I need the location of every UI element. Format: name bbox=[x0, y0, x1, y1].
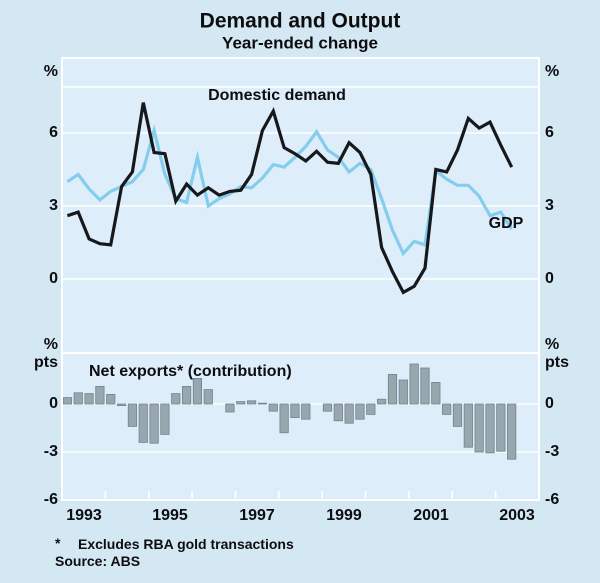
net-exports-bar bbox=[290, 403, 300, 419]
page-title: Demand and Output bbox=[199, 9, 401, 33]
net-exports-bar bbox=[355, 403, 365, 420]
net-exports-bar bbox=[181, 385, 192, 405]
net-exports-bar bbox=[301, 403, 311, 420]
net-exports-bar bbox=[366, 403, 376, 415]
bottom-ytick-right-0: 0 bbox=[545, 395, 554, 412]
x-axis-ticks bbox=[104, 491, 497, 499]
domestic-demand-line bbox=[66, 102, 514, 295]
xtick-1993: 1993 bbox=[66, 507, 102, 524]
bottom-unit-left-line1: % bbox=[43, 336, 58, 353]
net-exports-bar bbox=[171, 393, 181, 405]
net-exports-bar bbox=[333, 403, 343, 422]
bottom-ytick-left-0: 0 bbox=[49, 395, 58, 412]
net-exports-bar bbox=[463, 403, 473, 448]
bottom-ytick-right-m6: -6 bbox=[545, 491, 560, 508]
net-exports-bar bbox=[257, 402, 268, 405]
panel-label-net-exports: Net exports* (contribution) bbox=[89, 363, 292, 380]
gdp-line bbox=[66, 124, 514, 257]
bottom-ytick-left-m6: -6 bbox=[43, 491, 58, 508]
net-exports-bar bbox=[203, 389, 213, 405]
bottom-ytick-right-m3: -3 bbox=[545, 443, 560, 460]
net-exports-bar bbox=[485, 403, 495, 454]
xtick-1997: 1997 bbox=[239, 507, 275, 524]
xtick-1999: 1999 bbox=[326, 507, 362, 524]
series-label-domestic-demand: Domestic demand bbox=[208, 87, 346, 104]
top-ytick-left-6: 6 bbox=[49, 124, 58, 141]
net-exports-bar bbox=[322, 403, 333, 412]
net-exports-bar bbox=[442, 403, 452, 415]
net-exports-bar bbox=[225, 403, 235, 413]
net-exports-bar bbox=[409, 363, 419, 405]
top-unit-right: % bbox=[545, 63, 560, 80]
net-exports-bar bbox=[398, 379, 408, 405]
footnote-marker: * bbox=[55, 535, 61, 551]
top-ytick-right-0: 0 bbox=[545, 270, 554, 287]
net-exports-bars bbox=[62, 363, 517, 460]
net-exports-bar bbox=[377, 398, 387, 405]
net-exports-bar bbox=[474, 403, 484, 453]
xtick-2001: 2001 bbox=[413, 507, 449, 524]
net-exports-bar bbox=[84, 393, 94, 405]
net-exports-bar bbox=[387, 373, 398, 405]
bottom-unit-left-line2: pts bbox=[34, 354, 58, 371]
net-exports-bar bbox=[116, 403, 127, 407]
top-unit-left: % bbox=[43, 63, 58, 80]
net-exports-bar bbox=[149, 403, 159, 444]
net-exports-bar bbox=[192, 377, 203, 405]
top-ytick-right-6: 6 bbox=[545, 124, 554, 141]
net-exports-bar bbox=[344, 403, 354, 424]
net-exports-bar bbox=[420, 367, 430, 405]
series-label-gdp: GDP bbox=[488, 215, 524, 232]
source-note: Source: ABS bbox=[55, 553, 141, 569]
net-exports-bar bbox=[106, 393, 116, 405]
net-exports-bar bbox=[496, 403, 506, 452]
net-exports-bar bbox=[138, 403, 148, 443]
top-ytick-left-3: 3 bbox=[49, 197, 58, 214]
page-subtitle: Year-ended change bbox=[222, 33, 378, 53]
bottom-unit-right-line2: pts bbox=[545, 354, 569, 371]
top-ytick-left-0: 0 bbox=[49, 270, 58, 287]
net-exports-bar bbox=[247, 400, 257, 405]
net-exports-bar bbox=[73, 392, 83, 405]
footnote-text: Excludes RBA gold transactions bbox=[78, 536, 294, 552]
bottom-unit-right-line1: % bbox=[545, 336, 560, 353]
panel-frame bbox=[61, 57, 540, 501]
xtick-2003: 2003 bbox=[499, 507, 535, 524]
net-exports-bar bbox=[95, 385, 105, 405]
net-exports-bar bbox=[268, 403, 278, 412]
net-exports-bar bbox=[127, 403, 138, 427]
xtick-1995: 1995 bbox=[152, 507, 188, 524]
net-exports-bar bbox=[160, 403, 170, 435]
net-exports-bar bbox=[507, 403, 517, 460]
net-exports-bar bbox=[452, 403, 463, 427]
net-exports-bar bbox=[236, 401, 246, 405]
net-exports-bar bbox=[62, 397, 73, 405]
net-exports-bar bbox=[431, 381, 441, 405]
top-ytick-right-3: 3 bbox=[545, 197, 554, 214]
bottom-ytick-left-m3: -3 bbox=[43, 443, 58, 460]
net-exports-bar bbox=[279, 403, 289, 434]
